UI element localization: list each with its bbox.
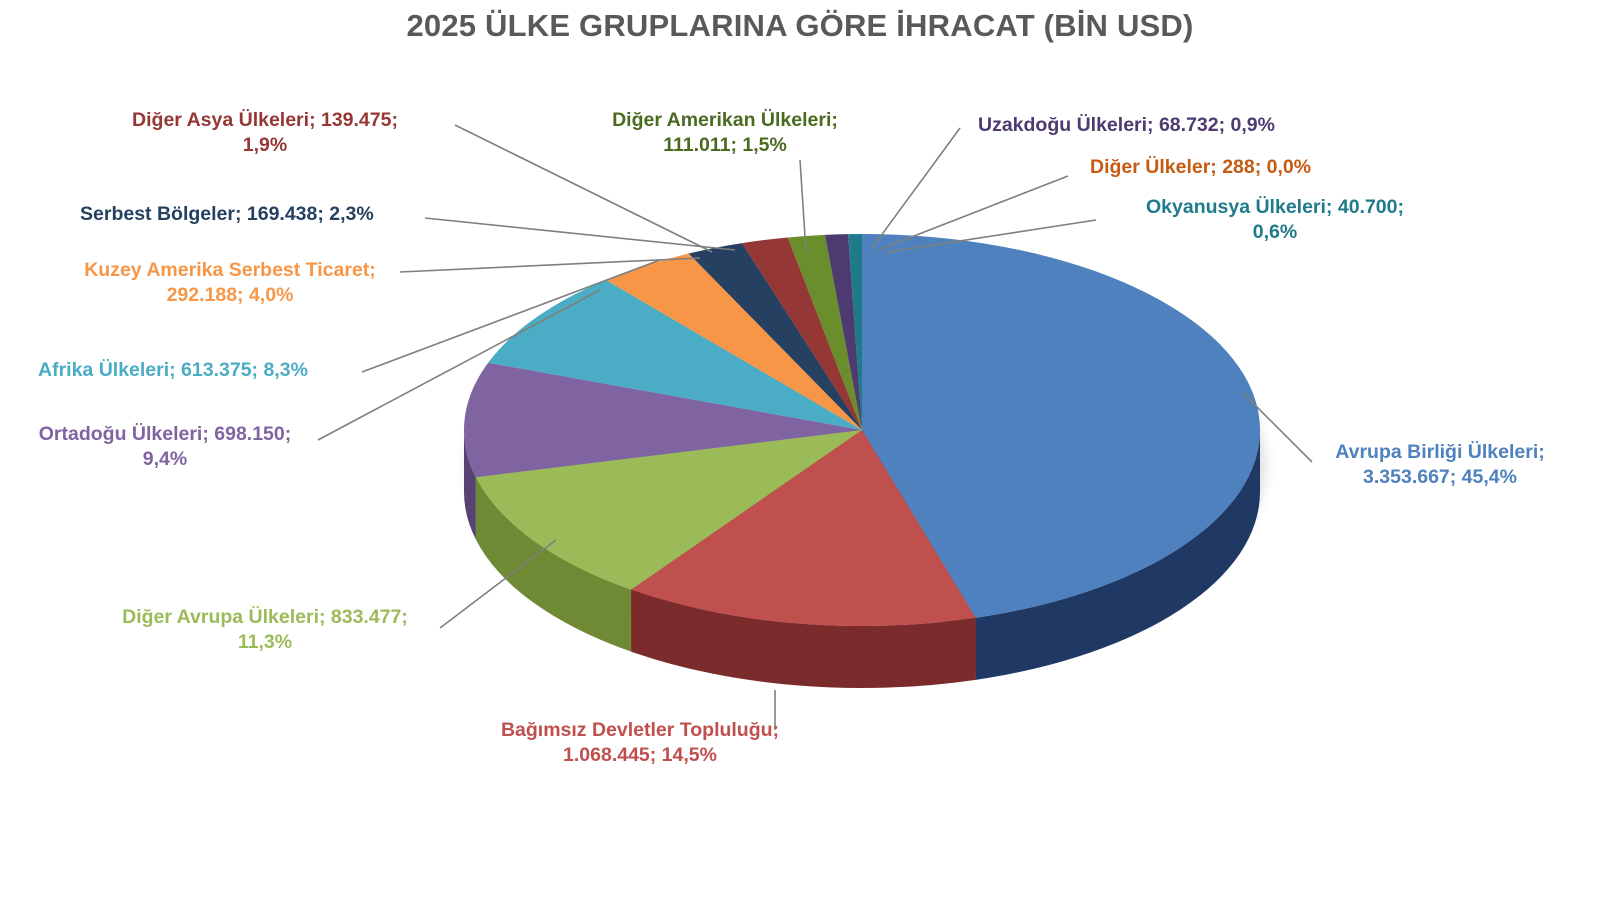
leader-line [439, 539, 557, 629]
data-label-diger-avrupa: Diğer Avrupa Ülkeleri; 833.477; 11,3% [122, 606, 408, 653]
leader-line [399, 257, 701, 273]
pie-side-wall [975, 430, 1260, 680]
pie-slice[interactable]: Avrupa Birliği Ülkeleri; 3.353.667; 45,4… [862, 234, 1260, 618]
leader-line [871, 127, 961, 249]
chart-title: 2025 ÜLKE GRUPLARINA GÖRE İHRACAT (BİN U… [406, 8, 1194, 43]
pie-side-wall [475, 477, 632, 652]
pie-slice[interactable]: Serbest Bölgeler; 169.438; 2,3% [688, 243, 862, 430]
pie-top-faces: Avrupa Birliği Ülkeleri; 3.353.667; 45,4… [464, 234, 1260, 626]
leader-lines [317, 124, 1313, 730]
data-label-serbest-bolgeler: Serbest Bölgeler; 169.438; 2,3% [80, 203, 374, 225]
leader-line [1241, 391, 1313, 463]
pie-slice[interactable]: Bağımsız Devletler Topluluğu; 1.068.445;… [631, 430, 976, 626]
pie-side-wall [631, 589, 976, 688]
pie-slice[interactable]: Diğer Amerikan Ülkeleri; 111.011; 1,5% [787, 234, 862, 430]
leader-line [317, 289, 601, 441]
leader-line [887, 219, 1097, 253]
pie-slice[interactable]: Uzakdoğu Ülkeleri; 68.732; 0,9% [824, 234, 862, 430]
data-label-okyanusya: Okyanusya Ülkeleri; 40.700; 0,6% [1146, 196, 1404, 243]
leader-line [877, 175, 1069, 251]
data-label-kuzey-amerika: Kuzey Amerika Serbest Ticaret; 292.188; … [84, 259, 376, 306]
data-label-avrupa-birligi: Avrupa Birliği Ülkeleri; 3.353.667; 45,4… [1335, 441, 1545, 488]
data-label-bagimsiz-devletler: Bağımsız Devletler Topluluğu; 1.068.445;… [500, 719, 780, 766]
pie-slice[interactable]: Diğer Asya Ülkeleri; 139.475; 1,9% [741, 237, 862, 430]
leader-line [799, 159, 807, 253]
pie-side-wall [464, 430, 476, 540]
data-label-ortadogu: Ortadoğu Ülkeleri; 698.150; 9,4% [38, 423, 292, 470]
leader-line [424, 217, 736, 251]
pie-slice[interactable]: Kuzey Amerika Serbest Ticaret; 292.188; … [605, 253, 862, 430]
pie-slice[interactable]: Okyanusya Ülkeleri; 40.700; 0,6% [848, 234, 862, 430]
pie-slice[interactable]: Diğer Ülkeler; 288; 0,0% [848, 234, 862, 430]
pie-slice[interactable]: Diğer Avrupa Ülkeleri; 833.477; 11,3% [475, 430, 862, 590]
leader-line [454, 124, 713, 253]
leader-line [361, 259, 661, 373]
data-label-diger-asya: Diğer Asya Ülkeleri; 139.475; 1,9% [132, 109, 398, 156]
data-label-uzakdogu: Uzakdoğu Ülkeleri; 68.732; 0,9% [978, 114, 1275, 136]
data-label-diger-amerikan: Diğer Amerikan Ülkeleri; 111.011; 1,5% [612, 109, 838, 156]
data-label-afrika: Afrika Ülkeleri; 613.375; 8,3% [38, 359, 308, 381]
pie-slice[interactable]: Ortadoğu Ülkeleri; 698.150; 9,4% [464, 362, 862, 478]
pie-slice[interactable]: Afrika Ülkeleri; 613.375; 8,3% [488, 279, 862, 430]
data-label-diger-ulkeler: Diğer Ülkeler; 288; 0,0% [1090, 156, 1312, 178]
